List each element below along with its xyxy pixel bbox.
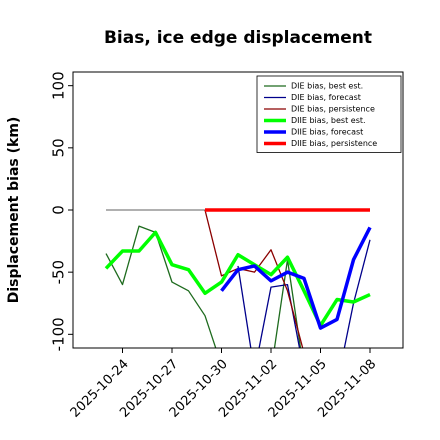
chart-title: Bias, ice edge displacement [104,28,372,48]
y-tick-label: 50 [50,138,68,157]
legend-label: DIIE bias, persistence [291,139,377,148]
y-tick-label: -50 [50,260,68,285]
plot-area [104,208,372,348]
y-tick-label: 100 [50,71,68,100]
series-line [220,226,372,330]
y-tick-label: 0 [50,205,68,215]
y-tick-label: -100 [50,317,68,351]
legend: DIE bias, best est. DIE bias, forecast DIE… [256,75,402,153]
legend-box [256,75,402,153]
legend-label: DIIE bias, forecast [291,128,363,137]
y-axis-label: Displacement bias (km) [6,117,22,304]
legend-label: DIIE bias, best est. [291,116,366,125]
legend-label: DIE bias, forecast [291,93,361,102]
series-line [204,209,304,348]
series-line [104,230,371,328]
legend-label: DIE bias, persistence [291,105,375,114]
series-line [105,225,217,348]
legend-label: DIE bias, best est. [291,82,363,91]
